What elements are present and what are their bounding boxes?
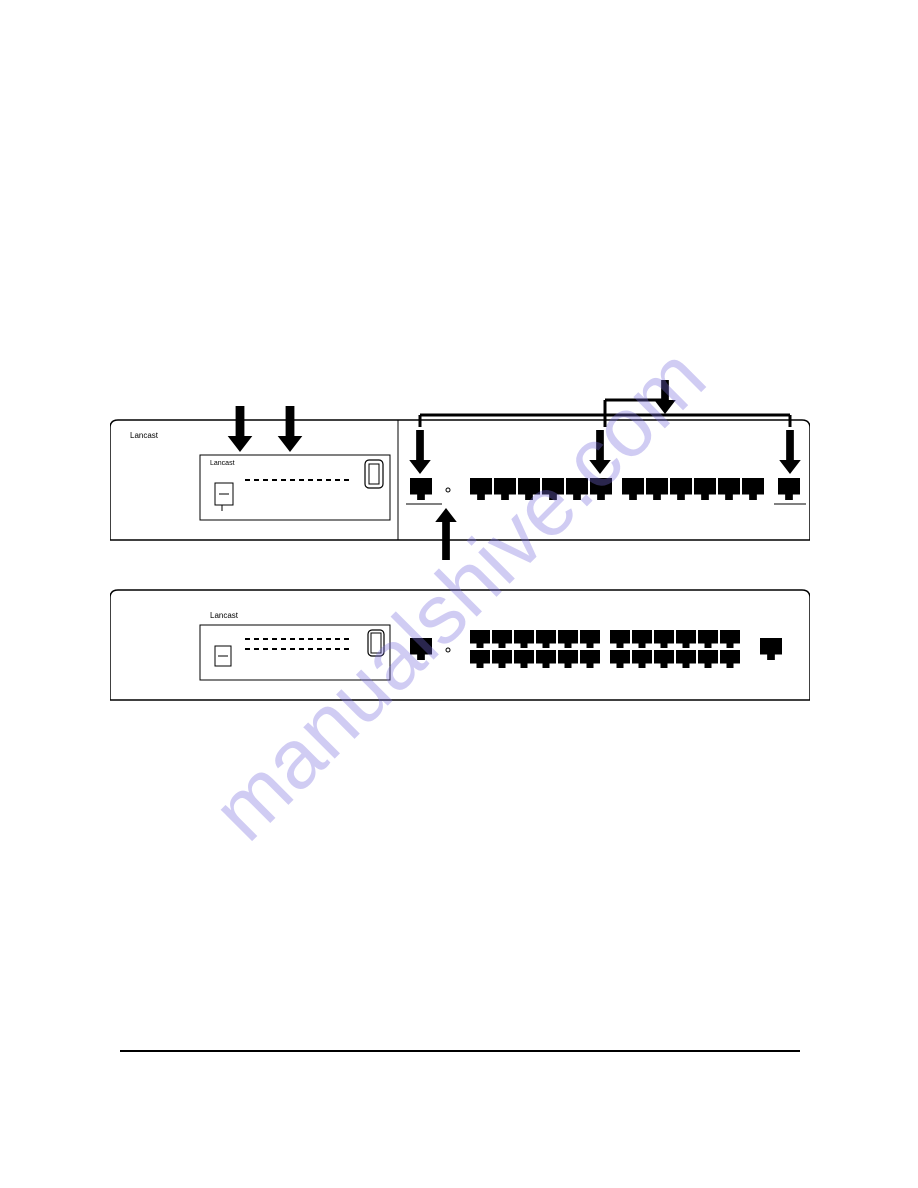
svg-text:Lancast: Lancast — [210, 460, 235, 467]
switch-diagram: Lancast Lancast Lancast — [110, 380, 810, 720]
svg-text:Lancast: Lancast — [210, 611, 239, 620]
page-bottom-rule — [120, 1050, 800, 1052]
diagram-svg: Lancast Lancast Lancast — [110, 380, 810, 720]
svg-text:Lancast: Lancast — [130, 431, 159, 440]
